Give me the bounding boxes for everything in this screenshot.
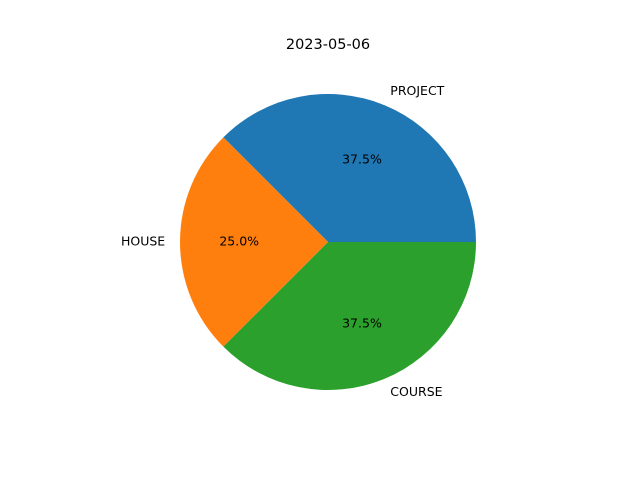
pie-labels: PROJECT 37.5% HOUSE 25.0% COURSE 37.5% xyxy=(121,83,445,399)
pie-slice-project xyxy=(223,93,476,243)
chart-title: 2023-05-06 xyxy=(286,37,370,53)
slice-label-house: HOUSE xyxy=(121,234,165,249)
slice-pct-label-project: 37.5% xyxy=(342,151,382,166)
slice-label-project: PROJECT xyxy=(390,83,444,98)
slice-label-course: COURSE xyxy=(390,384,442,399)
pie-slice-house xyxy=(180,137,328,347)
slice-pct-label-house: 25.0% xyxy=(219,234,259,249)
slice-pct-label-course: 37.5% xyxy=(342,316,382,331)
pie-slice-course xyxy=(223,242,476,391)
pie-slices xyxy=(180,93,476,391)
